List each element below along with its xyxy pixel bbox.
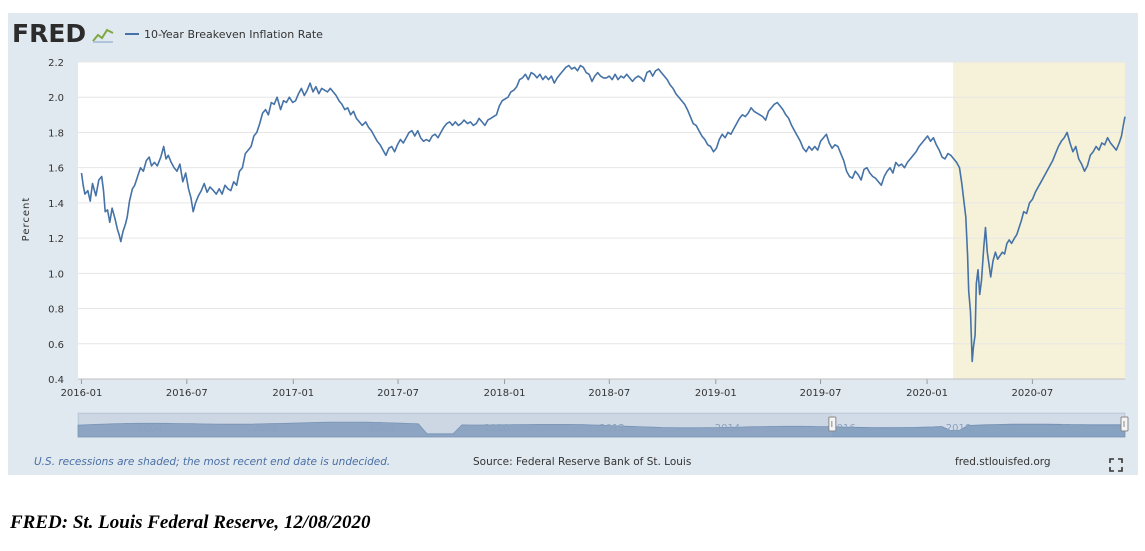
y-tick-label: 2.0 [48, 93, 64, 104]
series-line [80, 64, 1126, 363]
navigator-year-label: 2014 [715, 423, 740, 434]
x-tick-label: 2017-01 [272, 388, 314, 399]
recession-shading [953, 62, 1125, 379]
recession-note: U.S. recessions are shaded; the most rec… [34, 456, 390, 468]
y-tick-label: 0.4 [48, 375, 64, 386]
x-tick-label: 2020-07 [1011, 388, 1053, 399]
y-tick-label: 0.6 [48, 340, 64, 351]
navigator-year-label: 2020 [1061, 423, 1086, 434]
navigator-year-label: 2016 [830, 423, 855, 434]
source-text: Source: Federal Reserve Bank of St. Loui… [473, 456, 691, 468]
navigator-year-label: 2008 [368, 423, 393, 434]
y-tick-label: 1.8 [48, 128, 64, 139]
x-tick-label: 2020-01 [906, 388, 948, 399]
x-tick-label: 2019-01 [695, 388, 737, 399]
navigator-year-label: 2006 [253, 423, 278, 434]
navigator-unselected-mask [78, 413, 832, 437]
y-tick-label: 1.2 [48, 234, 64, 245]
fred-chart-panel: FRED 10-Year Breakeven Inflation Rate 0.… [8, 13, 1138, 475]
figure-caption: FRED: St. Louis Federal Reserve, 12/08/2… [10, 512, 371, 533]
navigator-year-label: 2010 [484, 423, 509, 434]
legend-label: 10-Year Breakeven Inflation Rate [144, 28, 323, 41]
x-tick-label: 2018-01 [484, 388, 526, 399]
navigator-year-label: 2018 [946, 423, 971, 434]
x-tick-label: 2016-01 [61, 388, 103, 399]
x-tick-label: 2019-07 [800, 388, 842, 399]
navigator-selection [831, 413, 1125, 437]
y-tick-label: 1.0 [48, 269, 64, 280]
plot-background [78, 62, 1125, 379]
site-link[interactable]: fred.stlouisfed.org [955, 456, 1051, 468]
y-tick-label: 2.2 [48, 58, 64, 69]
navigator-series-area [77, 421, 1126, 438]
chart-svg: FRED 10-Year Breakeven Inflation Rate 0.… [12, 19, 1129, 472]
range-navigator[interactable]: 2004 2006 2008 2010 2012 2014 2016 2018 2020 [77, 412, 1129, 438]
plot-area: 0.4 0.6 0.8 1.0 1.2 1.4 1.6 1.8 2.0 2.2 2016-01 201… [48, 58, 1126, 399]
navigator-year-label: 2012 [599, 423, 624, 434]
fullscreen-icon[interactable] [1109, 458, 1123, 472]
x-tick-label: 2018-07 [588, 388, 630, 399]
y-tick-label: 0.8 [48, 305, 64, 316]
y-tick-label: 1.4 [48, 199, 64, 210]
x-tick-label: 2016-07 [166, 388, 208, 399]
x-tick-label: 2017-07 [377, 388, 419, 399]
navigator-year-label: 2004 [137, 423, 162, 434]
line-chart-icon [92, 28, 114, 43]
y-axis-label: Percent [21, 197, 32, 242]
fred-logo[interactable]: FRED [12, 19, 86, 48]
y-tick-label: 1.6 [48, 164, 64, 175]
